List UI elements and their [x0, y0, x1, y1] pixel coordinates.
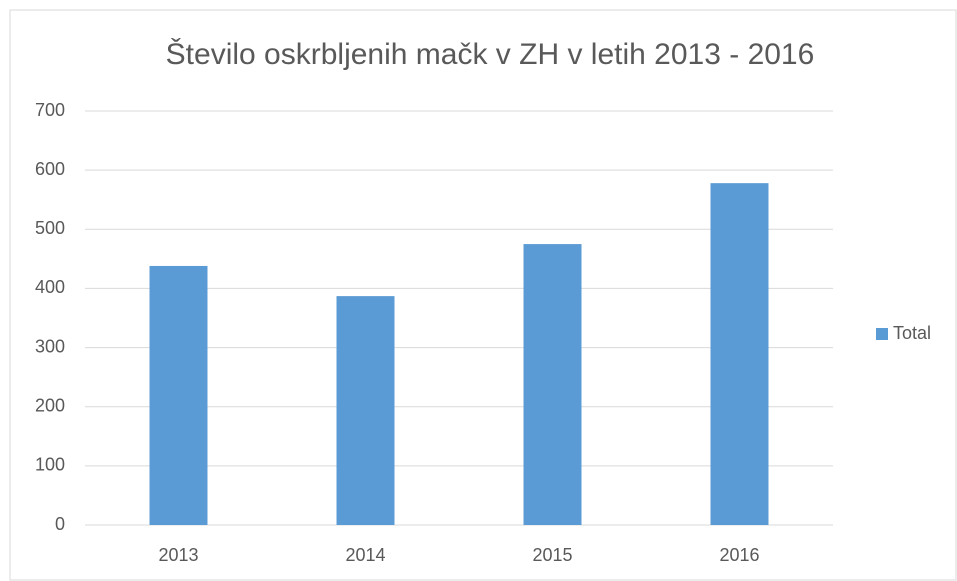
chart-title: Število oskrbljenih mačk v ZH v letih 20… — [166, 37, 815, 71]
legend-swatch — [876, 328, 888, 340]
bar — [149, 265, 208, 525]
y-tick-label: 600 — [35, 159, 65, 179]
y-tick-label: 200 — [35, 395, 65, 415]
y-tick-label: 0 — [55, 514, 65, 534]
x-tick-label: 2015 — [532, 545, 572, 565]
legend-label: Total — [893, 323, 931, 343]
bar — [523, 244, 582, 526]
y-tick-label: 400 — [35, 277, 65, 297]
y-tick-label: 700 — [35, 100, 65, 120]
x-tick-label: 2016 — [719, 545, 759, 565]
x-tick-label: 2014 — [345, 545, 385, 565]
bar — [336, 296, 395, 525]
bar — [710, 183, 769, 525]
y-tick-label: 300 — [35, 336, 65, 356]
x-tick-label: 2013 — [158, 545, 198, 565]
y-tick-label: 500 — [35, 218, 65, 238]
y-tick-label: 100 — [35, 455, 65, 475]
